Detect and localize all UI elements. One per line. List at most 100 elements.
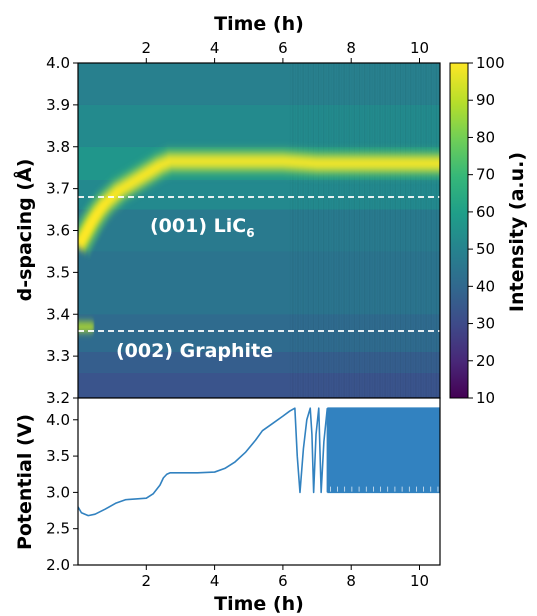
potential-x-tick-label: 2 bbox=[142, 572, 152, 590]
heatmap-stripe bbox=[320, 63, 321, 398]
heatmap-band bbox=[78, 314, 440, 352]
heatmap-stripe bbox=[312, 63, 314, 398]
potential-x-tick-label: 6 bbox=[278, 572, 288, 590]
heatmap-y-tick-label: 3.9 bbox=[46, 96, 70, 114]
heatmap-y-tick-label: 3.5 bbox=[46, 263, 70, 281]
colorbar-tick-label: 30 bbox=[476, 315, 495, 333]
heatmap-stripe bbox=[292, 63, 294, 398]
heatmap-stripe bbox=[326, 63, 327, 398]
colorbar-tick-label: 70 bbox=[476, 166, 495, 184]
heatmap-band bbox=[78, 351, 440, 373]
colorbar-tick-label: 40 bbox=[476, 277, 495, 295]
heatmap-stripe bbox=[397, 63, 398, 398]
heatmap-stripe bbox=[408, 63, 409, 398]
reference-lines bbox=[78, 196, 440, 332]
colorbar-tick-label: 80 bbox=[476, 128, 495, 146]
potential-y-tick-label: 3.0 bbox=[46, 483, 70, 501]
annotation-graphite: (002) Graphite bbox=[116, 340, 273, 362]
heatmap-stripe bbox=[341, 63, 342, 398]
heatmap-x-axis-title: Time (h) bbox=[214, 13, 304, 35]
annotation-lic6: (001) LiC6 bbox=[150, 215, 255, 240]
heatmap-stripe bbox=[389, 63, 391, 398]
potential-series-line bbox=[78, 407, 329, 517]
heatmap-top-x-axis: 2 4 6 8 10 bbox=[142, 39, 429, 63]
heatmap-stripe bbox=[328, 63, 330, 398]
heatmap-stripe bbox=[387, 63, 388, 398]
heatmap-stripe bbox=[418, 63, 419, 398]
potential-y-axis: 2.0 2.5 3.0 3.5 4.0 bbox=[46, 411, 78, 574]
heatmap-stripe bbox=[295, 63, 296, 398]
heatmap-stripe bbox=[361, 63, 362, 398]
heatmap-stripe bbox=[300, 63, 301, 398]
heatmap-stripe bbox=[384, 63, 386, 398]
heatmap-stripe bbox=[290, 63, 291, 398]
heatmap-stripe bbox=[404, 63, 407, 398]
potential-cycling-region bbox=[326, 407, 440, 494]
heatmap-stripe bbox=[430, 63, 432, 398]
heatmap-stripe bbox=[348, 63, 350, 398]
heatmap-x-tick-label: 8 bbox=[346, 39, 356, 57]
colorbar-tick-label: 10 bbox=[476, 389, 495, 407]
potential-y-axis-title: Potential (V) bbox=[14, 414, 36, 550]
heatmap-y-axis: 3.2 3.3 3.4 3.5 3.6 3.7 3.8 3.9 4.0 bbox=[46, 54, 78, 407]
heatmap-stripe bbox=[382, 63, 383, 398]
potential-y-tick-label: 2.5 bbox=[46, 520, 70, 538]
colorbar-tick-label: 20 bbox=[476, 352, 495, 370]
heatmap-y-tick-label: 4.0 bbox=[46, 54, 70, 72]
heatmap-stripe bbox=[343, 63, 345, 398]
heatmap-band bbox=[78, 209, 440, 252]
heatmap-y-tick-label: 3.6 bbox=[46, 222, 70, 240]
heatmap-intensity-bands bbox=[78, 63, 440, 398]
heatmap-vertical-stripes bbox=[290, 63, 439, 398]
colorbar-ticks: 10 20 30 40 50 60 70 80 90 100 bbox=[468, 54, 505, 407]
cycling-lines bbox=[326, 408, 440, 493]
colorbar-tick-label: 90 bbox=[476, 91, 495, 109]
heatmap-stripe bbox=[399, 63, 402, 398]
heatmap-y-tick-label: 3.4 bbox=[46, 305, 70, 323]
peak-trace-core bbox=[78, 156, 440, 250]
colorbar-tick-label: 60 bbox=[476, 203, 495, 221]
potential-y-tick-label: 2.0 bbox=[46, 556, 70, 574]
heatmap-stripe bbox=[438, 63, 439, 398]
heatmap-y-tick-label: 3.8 bbox=[46, 138, 70, 156]
potential-y-tick-label: 3.5 bbox=[46, 447, 70, 465]
heatmap-stripe bbox=[364, 63, 366, 398]
colorbar-tick-label: 50 bbox=[476, 240, 495, 258]
heatmap-stripe bbox=[374, 63, 376, 398]
heatmap-stripe bbox=[428, 63, 429, 398]
heatmap-stripe bbox=[423, 63, 424, 398]
heatmap-stripe bbox=[379, 63, 381, 398]
heatmap-band bbox=[78, 104, 440, 147]
heatmap-stripe bbox=[377, 63, 378, 398]
heatmap-peak-traces bbox=[78, 148, 440, 332]
potential-panel: 2.0 2.5 3.0 3.5 4.0 2 4 6 8 10 Time (h) Potentia… bbox=[14, 397, 441, 615]
colorbar: 10 20 30 40 50 60 70 80 90 100 Intensity (a.u.) bbox=[449, 54, 528, 407]
heatmap-stripe bbox=[435, 63, 437, 398]
heatmap-stripe bbox=[356, 63, 357, 398]
colorbar-bar bbox=[449, 62, 469, 399]
heatmap-stripe bbox=[346, 63, 347, 398]
heatmap-stripe bbox=[402, 63, 403, 398]
heatmap-y-axis-title: d-spacing (Å) bbox=[12, 159, 36, 302]
potential-x-tick-label: 4 bbox=[210, 572, 220, 590]
potential-x-tick-label: 8 bbox=[346, 572, 356, 590]
heatmap-band bbox=[78, 63, 440, 105]
potential-y-tick-label: 4.0 bbox=[46, 411, 70, 429]
heatmap-stripe bbox=[297, 63, 299, 398]
heatmap-x-tick-label: 6 bbox=[278, 39, 288, 57]
heatmap-x-tick-label: 10 bbox=[410, 39, 429, 57]
heatmap-stripe bbox=[307, 63, 309, 398]
heatmap-stripe bbox=[317, 63, 320, 398]
heatmap-stripe bbox=[415, 63, 417, 398]
heatmap-stripe bbox=[305, 63, 306, 398]
heatmap-stripe bbox=[433, 63, 434, 398]
potential-x-tick-label: 10 bbox=[410, 572, 429, 590]
heatmap-x-tick-label: 2 bbox=[142, 39, 152, 57]
heatmap-band bbox=[78, 372, 440, 398]
heatmap-y-tick-label: 3.2 bbox=[46, 389, 70, 407]
heatmap-panel: (001) LiC6 (002) Graphite 3.23.33.43.53.… bbox=[12, 13, 441, 407]
heatmap-band bbox=[78, 251, 440, 315]
heatmap-stripe bbox=[331, 63, 332, 398]
heatmap-stripe bbox=[369, 63, 371, 398]
